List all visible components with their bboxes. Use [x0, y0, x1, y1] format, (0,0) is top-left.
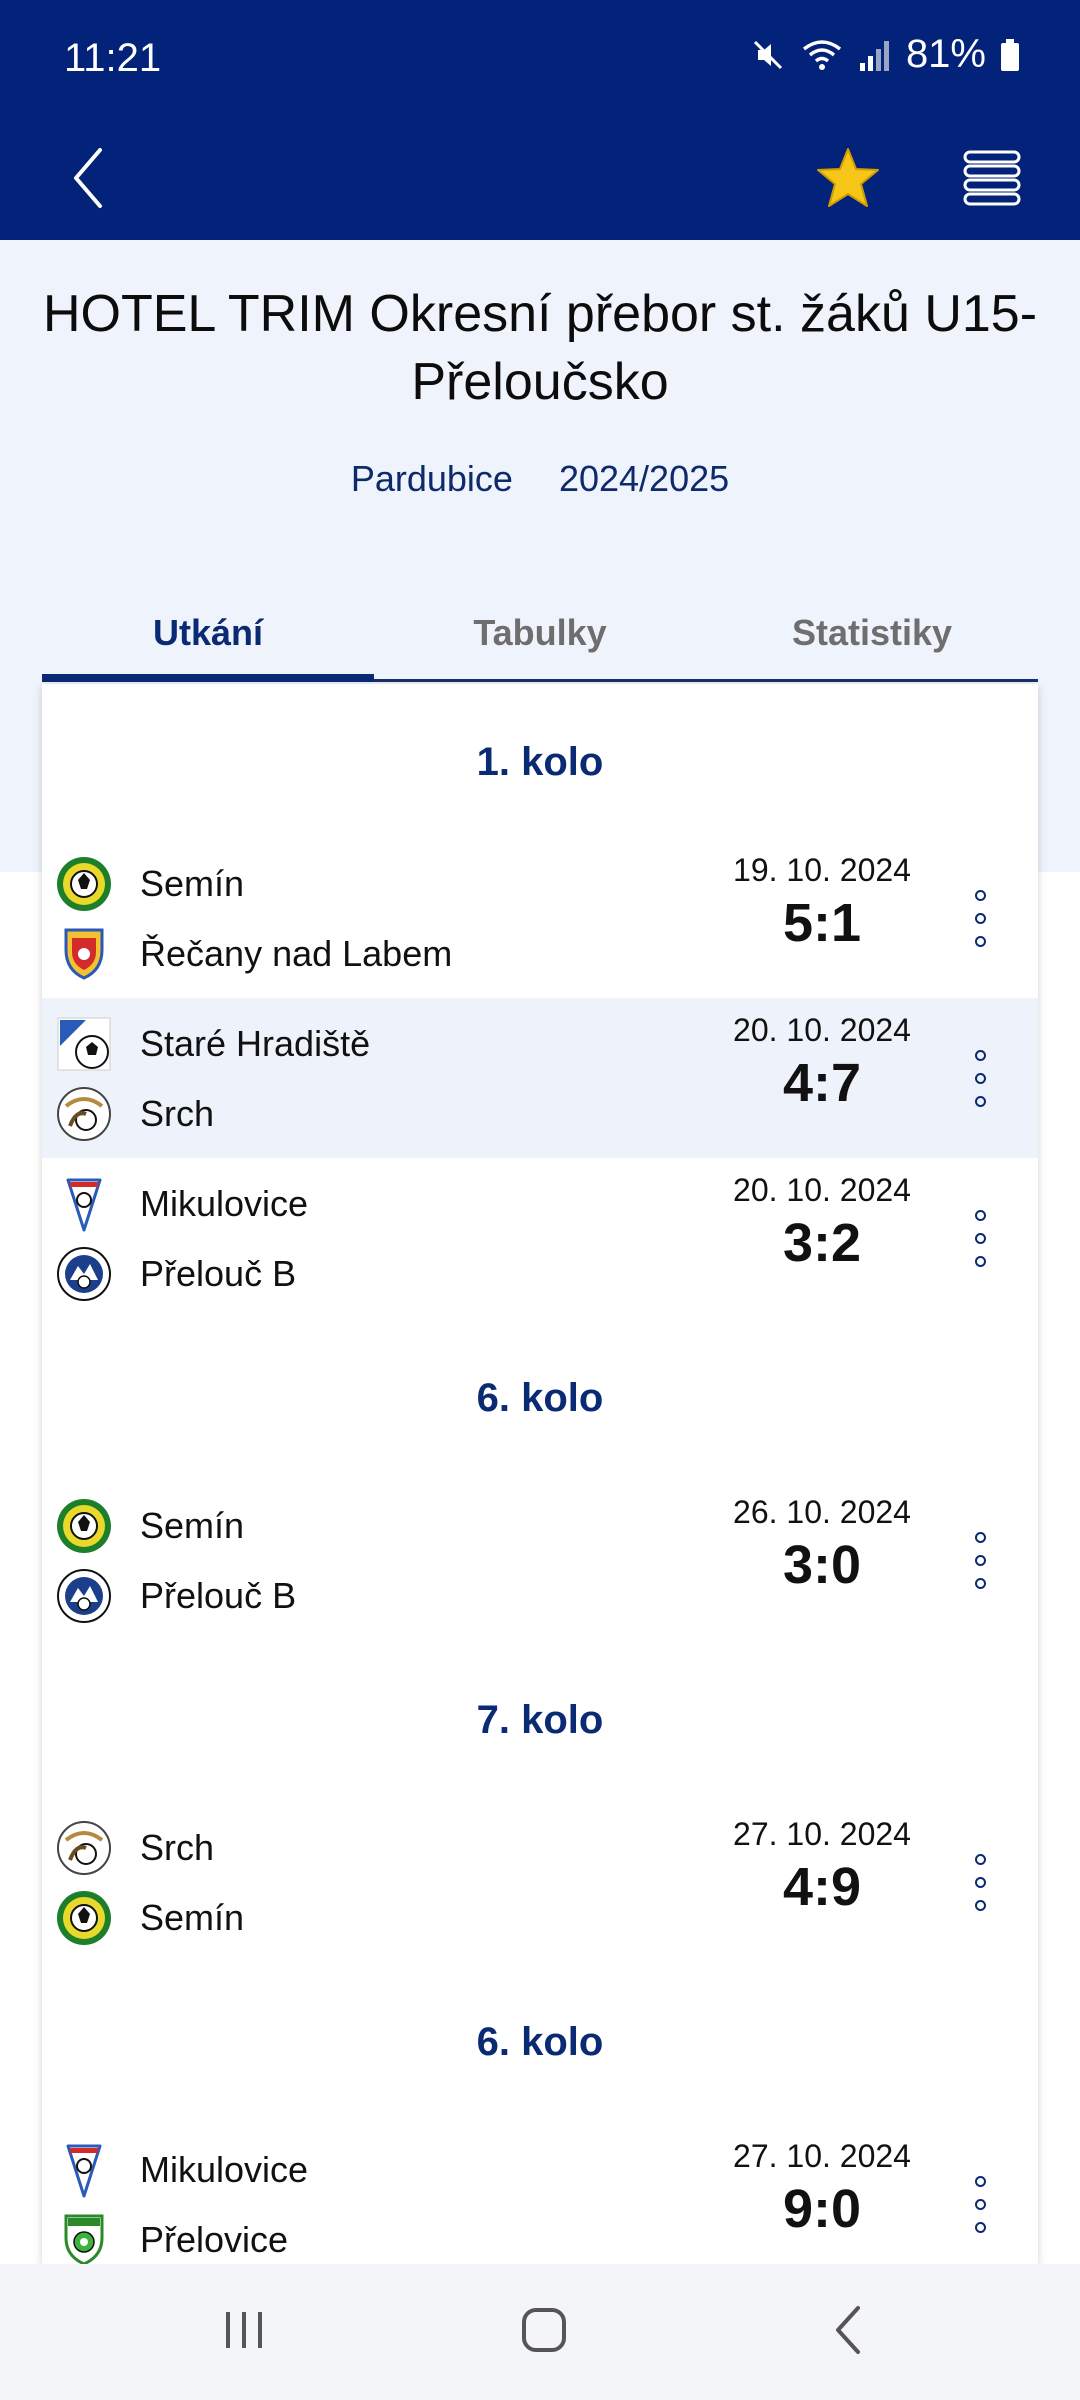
back-arrow-icon	[68, 146, 108, 215]
more-options-button[interactable]	[966, 1038, 994, 1118]
more-options-button[interactable]	[966, 1198, 994, 1278]
status-bar: 11:21 81%	[0, 0, 1080, 120]
status-time: 11:21	[64, 36, 162, 80]
away-team: Srch	[56, 1086, 214, 1142]
menu-button[interactable]	[956, 132, 1028, 228]
away-team-name: Přelovice	[140, 2219, 289, 2260]
mikulovice-logo-icon	[56, 1176, 112, 1232]
home-team-name: Semín	[140, 1505, 245, 1546]
semin-logo-icon	[56, 1498, 112, 1554]
home-icon	[518, 2304, 570, 2361]
favorite-button[interactable]	[812, 132, 884, 228]
match-date: 26. 10. 2024	[733, 1494, 911, 1530]
home-team: Mikulovice	[56, 1176, 308, 1232]
match-score: 3:0	[782, 1535, 862, 1595]
match-row[interactable]: Srch Semín 27. 10. 2024 4:9	[42, 1802, 1038, 1962]
tab-tables[interactable]: Tabulky	[473, 612, 607, 653]
signal-icon	[858, 37, 892, 73]
match-row[interactable]: Mikulovice Přelovice 27. 10. 2024 9:0	[42, 2124, 1038, 2264]
competition-season[interactable]: 2024/2025	[558, 458, 730, 499]
stare-hradiste-logo-icon	[56, 1016, 112, 1072]
tab-matches[interactable]: Utkání	[42, 590, 374, 682]
home-team-name: Mikulovice	[140, 2149, 309, 2190]
match-row[interactable]: Semín Přelouč B 26. 10. 2024 3:0	[42, 1480, 1038, 1640]
match-row[interactable]: Staré Hradiště Srch 20. 10. 2024 4:7	[42, 998, 1038, 1158]
star-icon	[815, 146, 881, 215]
match-score: 9:0	[782, 2179, 862, 2239]
prelovice-logo-icon	[56, 2212, 112, 2264]
away-team: Řečany nad Labem	[56, 926, 452, 982]
system-icons: 81%	[750, 32, 1020, 77]
home-team-name: Srch	[140, 1827, 215, 1868]
recent-apps-button[interactable]	[184, 2284, 304, 2380]
recent-apps-icon	[220, 2306, 268, 2359]
match-date: 20. 10. 2024	[733, 1172, 911, 1208]
semin-logo-icon	[56, 1890, 112, 1946]
away-team: Přelovice	[56, 2212, 288, 2264]
round-heading: 1. kolo	[476, 740, 604, 784]
away-team-name: Přelouč B	[140, 1253, 297, 1294]
system-back-button[interactable]	[788, 2284, 908, 2380]
away-team: Semín	[56, 1890, 244, 1946]
home-team: Staré Hradiště	[56, 1016, 370, 1072]
srch-logo-icon	[56, 1086, 112, 1142]
competition-meta: Pardubice 2024/2025	[0, 458, 1080, 500]
away-team-name: Semín	[140, 1897, 245, 1938]
tab-bar: Utkání Tabulky Statistiky	[42, 590, 1038, 682]
home-button[interactable]	[484, 2284, 604, 2380]
match-score: 3:2	[782, 1213, 862, 1273]
more-options-button[interactable]	[966, 878, 994, 958]
away-team: Přelouč B	[56, 1246, 296, 1302]
competition-region[interactable]: Pardubice	[350, 458, 513, 499]
mikulovice-logo-icon	[56, 2142, 112, 2198]
home-team-name: Semín	[140, 863, 245, 904]
round-heading: 7. kolo	[476, 1698, 604, 1742]
home-team: Mikulovice	[56, 2142, 308, 2198]
home-team-name: Staré Hradiště	[140, 1023, 371, 1064]
home-team-name: Mikulovice	[140, 1183, 309, 1224]
battery-percent: 81%	[905, 32, 986, 76]
system-back-icon	[828, 2304, 868, 2361]
home-team: Srch	[56, 1820, 214, 1876]
match-date: 27. 10. 2024	[733, 1816, 911, 1852]
round-heading: 6. kolo	[476, 1376, 604, 1420]
round-heading: 6. kolo	[476, 2020, 604, 2064]
recany-logo-icon	[56, 926, 112, 982]
match-row[interactable]: Semín Řečany nad Labem 19. 10. 2024 5:1	[42, 838, 1038, 998]
away-team-name: Přelouč B	[140, 1575, 297, 1616]
more-options-button[interactable]	[966, 1842, 994, 1922]
tab-statistics[interactable]: Statistiky	[791, 612, 953, 653]
more-options-button[interactable]	[966, 2164, 994, 2244]
more-options-button[interactable]	[966, 1520, 994, 1600]
away-team-name: Srch	[140, 1093, 215, 1134]
prelouc-logo-icon	[56, 1568, 112, 1624]
match-score: 4:7	[782, 1053, 862, 1113]
away-team: Přelouč B	[56, 1568, 296, 1624]
away-team-name: Řečany nad Labem	[140, 933, 453, 974]
home-team: Semín	[56, 1498, 244, 1554]
system-nav-bar	[0, 2264, 1080, 2400]
match-row[interactable]: Mikulovice Přelouč B 20. 10. 2024 3:2	[42, 1158, 1038, 1318]
match-date: 20. 10. 2024	[733, 1012, 911, 1048]
home-team: Semín	[56, 856, 244, 912]
mute-icon	[750, 37, 786, 73]
prelouc-logo-icon	[56, 1246, 112, 1302]
semin-logo-icon	[56, 856, 112, 912]
match-date: 27. 10. 2024	[733, 2138, 911, 2174]
srch-logo-icon	[56, 1820, 112, 1876]
match-score: 5:1	[782, 893, 862, 953]
match-list: 1. kolo Semín Řečany nad Labem 19. 10. 2…	[42, 684, 1038, 2264]
competition-title: HOTEL TRIM Okresní přebor st. žáků U15-P…	[42, 285, 1038, 411]
menu-icon	[962, 148, 1022, 213]
back-button[interactable]	[60, 132, 116, 228]
match-date: 19. 10. 2024	[733, 852, 911, 888]
match-score: 4:9	[782, 1857, 862, 1917]
battery-icon	[1000, 38, 1020, 72]
wifi-icon	[800, 37, 844, 73]
app-bar	[0, 120, 1080, 240]
